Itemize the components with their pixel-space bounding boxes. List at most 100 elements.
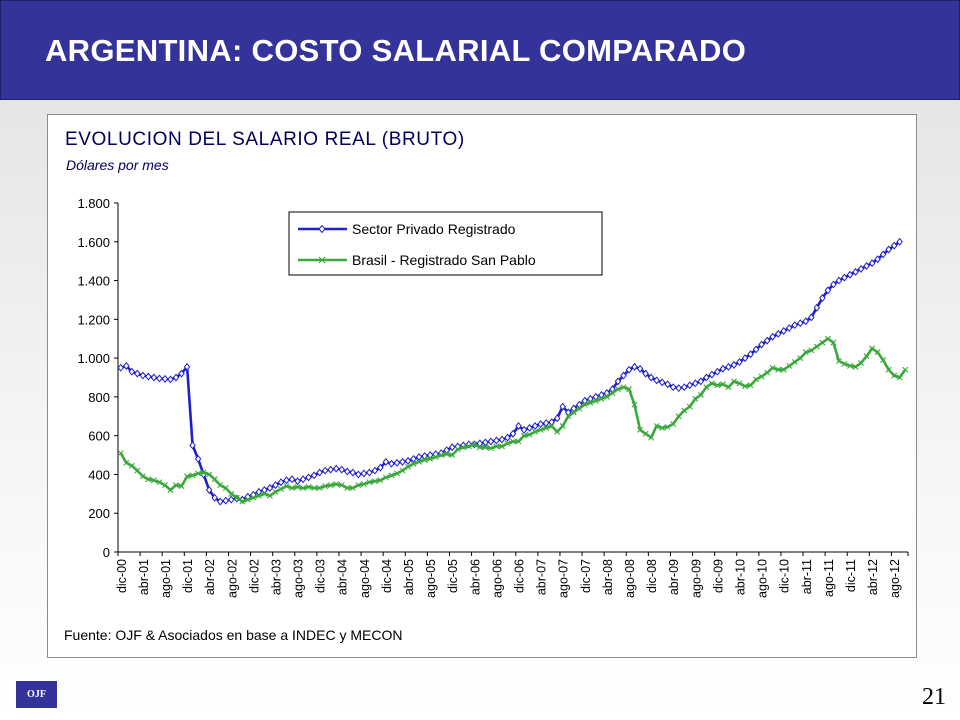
x-tick-label: abr-06: [468, 559, 482, 595]
data-point: [609, 390, 616, 396]
data-point: [156, 479, 163, 486]
legend: Sector Privado Registrado Brasil - Regist…: [288, 211, 603, 276]
data-point: [648, 434, 655, 441]
data-point: [405, 463, 412, 470]
y-tick-label: 800: [88, 390, 110, 405]
data-point: [349, 468, 357, 477]
data-point: [741, 354, 749, 363]
data-point: [145, 372, 152, 381]
data-point: [659, 424, 666, 431]
data-point: [703, 384, 710, 391]
chart-source: Fuente: OJF & Asociados en base a INDEC …: [64, 627, 403, 643]
x-tick-label: ago-01: [159, 559, 173, 598]
data-point: [747, 382, 754, 389]
x-tick-label: abr-07: [535, 559, 549, 595]
data-point: [785, 324, 793, 333]
data-point: [813, 303, 821, 312]
data-point: [189, 441, 196, 450]
data-point: [338, 465, 345, 474]
x-tick-label: ago-08: [623, 559, 637, 598]
data-point: [344, 467, 351, 476]
data-point: [465, 443, 472, 450]
data-point: [780, 326, 787, 335]
data-point: [520, 425, 528, 434]
data-point: [355, 482, 362, 489]
data-point: [288, 475, 296, 484]
data-point: [128, 367, 136, 376]
data-point: [482, 444, 489, 451]
data-point: [377, 463, 384, 472]
x-tick-label: dic-05: [446, 559, 460, 593]
data-point: [388, 472, 395, 479]
x-tick-label: ago-05: [424, 559, 438, 598]
data-point: [294, 484, 301, 491]
data-point: [289, 485, 296, 492]
data-point: [675, 384, 682, 393]
data-point: [482, 438, 489, 447]
data-point: [443, 451, 450, 458]
data-point: [299, 475, 307, 484]
data-point: [145, 476, 152, 483]
data-point: [521, 432, 528, 439]
data-point: [310, 471, 318, 480]
data-point: [327, 465, 334, 474]
data-point: [808, 347, 815, 354]
data-point: [216, 497, 224, 506]
data-point: [117, 363, 125, 372]
data-point: [316, 468, 323, 477]
data-point: [902, 366, 909, 373]
x-tick-label: dic-06: [513, 559, 527, 593]
data-point: [570, 409, 577, 416]
data-point: [847, 362, 853, 369]
data-point: [410, 454, 417, 463]
data-point: [670, 421, 677, 428]
legend-label: Sector Privado Registrado: [352, 221, 516, 237]
data-point: [868, 259, 876, 268]
data-point: [272, 488, 279, 495]
data-point: [404, 456, 412, 465]
data-point: [515, 421, 522, 430]
data-point: [725, 384, 732, 391]
data-point: [117, 450, 124, 457]
data-point: [858, 359, 865, 366]
legend-item: Sector Privado Registrado: [298, 221, 516, 237]
data-point: [211, 476, 218, 483]
data-point: [697, 377, 705, 386]
series-1: [117, 237, 903, 506]
x-tick-label: dic-04: [380, 559, 394, 593]
data-point: [885, 366, 892, 373]
data-point: [675, 413, 682, 420]
chart-subtitle: Dólares por mes: [66, 157, 169, 173]
data-point: [830, 339, 837, 346]
data-point: [416, 458, 423, 465]
data-point: [879, 250, 887, 259]
data-point: [261, 490, 268, 497]
data-point: [498, 443, 505, 450]
data-point: [123, 361, 130, 370]
ojf-logo: OJF: [16, 681, 57, 708]
data-point: [692, 379, 699, 388]
data-point: [377, 477, 384, 484]
data-point: [719, 381, 726, 388]
data-point: [753, 376, 760, 383]
x-tick-label: dic-10: [778, 559, 792, 593]
data-point: [896, 374, 903, 381]
x-tick-label: ago-11: [822, 559, 836, 597]
data-point: [123, 459, 130, 466]
chart-panel: EVOLUCION DEL SALARIO REAL (BRUTO) Dólar…: [47, 114, 917, 658]
data-point: [752, 345, 760, 354]
data-point: [896, 237, 903, 246]
data-point: [647, 373, 655, 382]
data-point: [542, 419, 550, 428]
x-tick-label: ago-03: [292, 559, 306, 598]
data-point: [173, 482, 179, 489]
x-tick-label: ago-09: [689, 559, 703, 598]
data-point: [184, 473, 191, 480]
data-point: [758, 373, 765, 380]
data-point: [393, 458, 401, 467]
data-point: [333, 481, 340, 488]
data-point: [487, 445, 494, 452]
data-point: [294, 477, 301, 486]
legend-x-marker: [318, 256, 326, 264]
data-point: [653, 422, 660, 429]
